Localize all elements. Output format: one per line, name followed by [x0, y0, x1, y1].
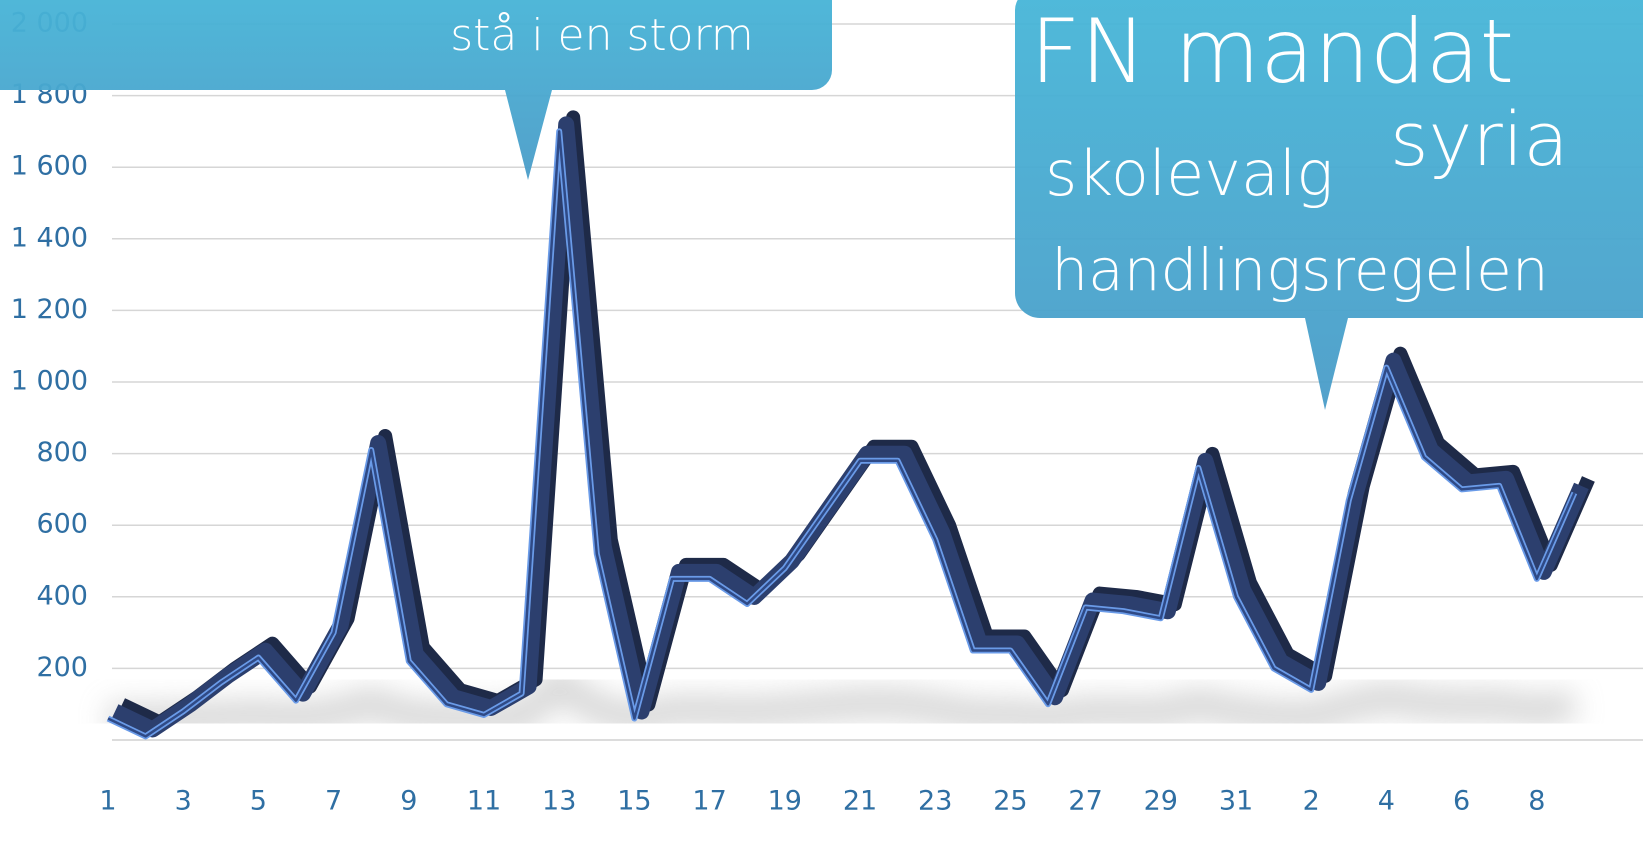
line-shadow: [107, 664, 1577, 735]
annotation: syria: [1390, 97, 1569, 183]
x-tick-label: 8: [1528, 786, 1545, 817]
y-tick-label: 1 200: [11, 294, 88, 325]
x-tick-label: 27: [1068, 786, 1102, 817]
y-tick-label: 1 000: [11, 366, 88, 397]
y-tick-label: 200: [36, 652, 88, 683]
y-tick-label: 600: [36, 509, 88, 540]
annotation: FN mandat: [1030, 0, 1514, 103]
y-tick-label: 1 600: [11, 151, 88, 182]
x-tick-label: 11: [467, 786, 501, 817]
x-tick-label: 21: [843, 786, 877, 817]
x-tick-label: 13: [542, 786, 576, 817]
y-tick-label: 1 400: [11, 222, 88, 253]
annotation: stå i en storm: [450, 10, 754, 61]
x-tick-label: 19: [768, 786, 802, 817]
x-tick-label: 23: [918, 786, 952, 817]
x-tick-label: 6: [1453, 786, 1470, 817]
y-tick-label: 800: [36, 437, 88, 468]
x-tick-label: 15: [617, 786, 651, 817]
x-tick-label: 4: [1378, 786, 1395, 817]
x-tick-label: 2: [1303, 786, 1320, 817]
x-tick-label: 5: [250, 786, 267, 817]
x-tick-label: 31: [1219, 786, 1253, 817]
callout-box: [0, 0, 832, 180]
x-tick-label: 29: [1144, 786, 1178, 817]
annotation: skolevalg: [1045, 137, 1333, 210]
y-tick-label: 400: [36, 580, 88, 611]
x-tick-label: 17: [692, 786, 726, 817]
x-tick-label: 7: [325, 786, 342, 817]
x-tick-label: 3: [175, 786, 192, 817]
x-tick-label: 25: [993, 786, 1027, 817]
x-tick-label: 1: [99, 786, 116, 817]
x-tick-label: 9: [400, 786, 417, 817]
annotation: handlingsregelen: [1051, 236, 1548, 304]
line-core: [107, 130, 1576, 738]
callout-box: [1015, 0, 1643, 410]
